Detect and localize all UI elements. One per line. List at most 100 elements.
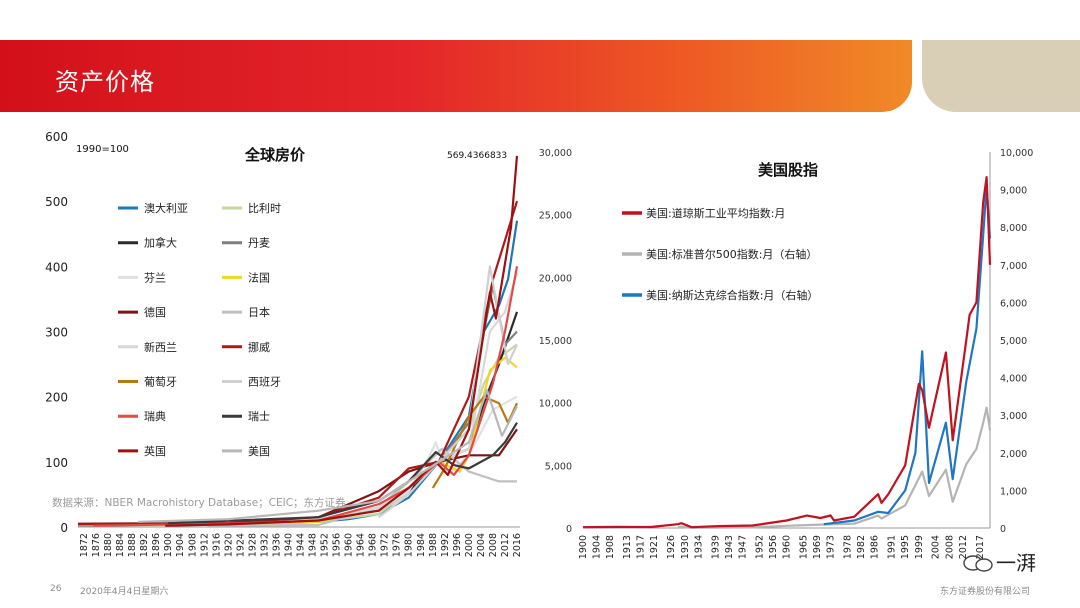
right-x-tick-label: 1913 <box>622 535 633 559</box>
legend-label: 瑞典 <box>144 409 166 423</box>
left-chart-note: 1990=100 <box>76 144 129 155</box>
left-y-tick-label: 200 <box>45 391 68 405</box>
house-price-series-line <box>138 389 518 523</box>
legend-label: 比利时 <box>248 202 281 215</box>
left-x-tick-label: 1928 <box>247 533 258 557</box>
right-x-tick-label: 1934 <box>693 535 704 559</box>
left-y-tick-label: 500 <box>45 195 68 209</box>
left-x-tick-label: 1996 <box>452 533 463 557</box>
left-x-tick-label: 1948 <box>308 533 319 557</box>
left-x-tick-label: 1936 <box>271 533 282 557</box>
dow-axis-tick-label: 30,000 <box>539 148 572 159</box>
legend-label: 丹麦 <box>248 237 270 250</box>
house-price-series-line <box>77 284 518 527</box>
dow-axis-tick-label: 25,000 <box>539 211 572 222</box>
right-axis-tick-label: 2,000 <box>1000 449 1027 460</box>
right-x-tick-label: 1956 <box>768 535 779 559</box>
legend-label: 芬兰 <box>144 271 166 284</box>
right-x-tick-label: 1986 <box>870 535 881 559</box>
wechat-icon <box>963 555 993 572</box>
left-x-tick-label: 1880 <box>103 533 114 557</box>
left-x-tick-label: 1940 <box>283 533 294 557</box>
right-x-tick-label: 1947 <box>737 535 748 559</box>
left-x-tick-label: 2004 <box>476 533 487 557</box>
legend-label: 澳大利亚 <box>144 201 188 215</box>
left-x-tick-label: 1976 <box>392 533 403 557</box>
left-x-tick-label: 1892 <box>139 533 150 557</box>
right-x-tick-label: 2017 <box>975 535 986 559</box>
left-x-tick-label: 2008 <box>488 533 499 557</box>
left-y-tick-label: 0 <box>60 521 68 535</box>
legend-label: 新西兰 <box>144 340 177 354</box>
right-x-tick-label: 1926 <box>666 535 677 559</box>
dow-axis-tick-label: 0 <box>566 524 572 535</box>
right-x-tick-label: 2004 <box>931 535 942 559</box>
legend-label: 西班牙 <box>248 376 281 389</box>
left-x-tick-label: 1884 <box>115 533 126 557</box>
left-x-tick-label: 1964 <box>356 533 367 557</box>
right-x-tick-label: 1969 <box>812 535 823 559</box>
legend-label: 日本 <box>248 305 270 319</box>
legend-label: 美国:标准普尔500指数:月（右轴） <box>646 247 817 261</box>
data-source: 数据来源：NBER Macrohistory Database；CEIC；东方证… <box>52 496 346 509</box>
left-y-tick-label: 100 <box>45 456 68 470</box>
stock-index-series-line <box>582 176 992 529</box>
left-chart-title: 全球房价 <box>244 146 306 164</box>
right-x-tick-label: 1995 <box>900 535 911 559</box>
page-number: 26 <box>50 584 62 594</box>
left-x-tick-label: 1916 <box>211 533 222 557</box>
left-x-tick-label: 1896 <box>151 533 162 557</box>
corner-decoration <box>922 40 1080 112</box>
legend-label: 美国 <box>248 445 270 458</box>
right-x-tick-label: 1982 <box>856 535 867 559</box>
right-axis-tick-label: 0 <box>1000 524 1006 535</box>
left-x-tick-label: 1908 <box>187 533 198 557</box>
legend-label: 美国:纳斯达克综合指数:月（右轴） <box>646 288 818 302</box>
house-price-series-line <box>77 220 519 527</box>
right-x-tick-label: 1900 <box>578 535 589 559</box>
right-x-tick-label: 1908 <box>605 535 616 559</box>
left-x-tick-label: 1968 <box>368 533 379 557</box>
right-axis-tick-label: 8,000 <box>1000 223 1027 234</box>
right-x-tick-label: 1960 <box>782 535 793 559</box>
legend-label: 葡萄牙 <box>144 376 177 389</box>
right-axis-tick-label: 10,000 <box>1000 148 1033 159</box>
legend-label: 瑞士 <box>248 409 270 423</box>
dow-axis-tick-label: 20,000 <box>539 273 572 284</box>
right-axis-tick-label: 3,000 <box>1000 411 1027 422</box>
right-x-tick-label: 1921 <box>649 535 660 559</box>
slide-date: 2020年4月4日星期六 <box>80 587 169 597</box>
legend-label: 挪威 <box>248 340 270 354</box>
left-x-tick-label: 1944 <box>296 533 307 557</box>
house-price-series-line <box>165 155 519 527</box>
left-x-tick-label: 2016 <box>512 533 523 557</box>
legend-label: 美国:道琼斯工业平均指数:月 <box>646 206 785 220</box>
left-y-tick-label: 400 <box>45 260 68 274</box>
left-x-tick-label: 1888 <box>127 533 138 557</box>
dow-axis-tick-label: 5,000 <box>545 461 572 472</box>
right-x-tick-label: 1973 <box>826 535 837 559</box>
legend-label: 德国 <box>144 305 166 319</box>
left-x-tick-label: 1932 <box>259 533 270 557</box>
right-x-tick-label: 1930 <box>680 535 691 559</box>
right-x-tick-label: 2012 <box>958 535 969 559</box>
right-x-tick-label: 1978 <box>843 535 854 559</box>
right-x-tick-label: 1904 <box>592 535 603 559</box>
right-x-tick-label: 1952 <box>754 535 765 559</box>
company-name: 东方证券股份有限公司 <box>940 587 1031 597</box>
left-x-tick-label: 1920 <box>223 533 234 557</box>
left-x-tick-label: 1956 <box>332 533 343 557</box>
left-x-tick-label: 1992 <box>440 533 451 557</box>
left-y-tick-label: 300 <box>45 326 68 340</box>
right-x-tick-label: 1943 <box>724 535 735 559</box>
right-x-tick-label: 2008 <box>944 535 955 559</box>
right-x-tick-label: 1999 <box>914 535 925 559</box>
legend-label: 加拿大 <box>144 236 177 250</box>
right-axis-tick-label: 7,000 <box>1000 261 1027 272</box>
left-x-tick-label: 1912 <box>199 533 210 557</box>
stock-index-series-line <box>677 406 992 529</box>
left-x-tick-label: 1876 <box>91 533 102 557</box>
left-x-tick-label: 1952 <box>320 533 331 557</box>
right-axis-tick-label: 6,000 <box>1000 298 1027 309</box>
